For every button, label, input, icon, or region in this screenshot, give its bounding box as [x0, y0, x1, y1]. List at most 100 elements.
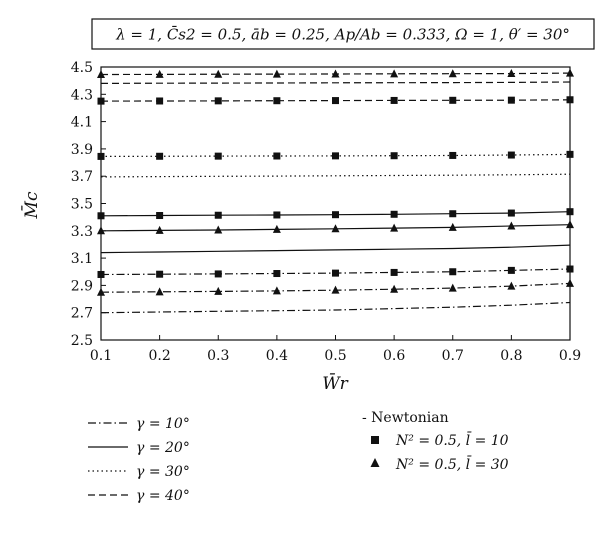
- legend-l30-label: N² = 0.5, l̄ = 30: [395, 455, 509, 473]
- chart-title-group: λ = 1, C̄s2 = 0.5, āb = 0.25, Ap/Ab = 0.…: [91, 18, 595, 50]
- data-point-triangle: [214, 286, 223, 295]
- y-axis-ticks: 2.5 2.7 2.9 3.1 3.3 3.5 3.7 3.9 4.1 4.3 4.5: [71, 60, 106, 349]
- data-point-square: [507, 96, 515, 104]
- data-point-triangle: [331, 285, 340, 294]
- data-point-triangle: [448, 283, 457, 292]
- data-point-triangle: [272, 69, 281, 78]
- data-point-square: [273, 97, 281, 105]
- data-point-square: [97, 97, 105, 105]
- data-point-square: [566, 208, 574, 216]
- plot-frame: [100, 66, 571, 341]
- data-point-square: [449, 151, 457, 159]
- chart-title-box: [91, 18, 595, 50]
- data-point-triangle: [97, 287, 105, 296]
- legend-line-label: γ = 40°: [136, 488, 190, 504]
- x-tick-label: 0.3: [207, 348, 229, 364]
- x-tick-label: 0.4: [266, 348, 288, 364]
- data-point-square: [214, 97, 222, 105]
- data-point-triangle: [97, 226, 105, 235]
- data-point-square: [156, 270, 164, 278]
- x-tick-label: 0.7: [442, 348, 464, 364]
- x-tick-label: 0.8: [500, 348, 522, 364]
- legend-line-label: γ = 30°: [136, 464, 190, 480]
- data-point-square: [97, 212, 105, 220]
- data-point-square: [273, 270, 281, 278]
- data-point-square: [332, 97, 339, 105]
- legend-line-label: γ = 10°: [136, 416, 190, 432]
- y-tick-label: 2.5: [71, 333, 93, 349]
- x-tick-label: 0.9: [559, 348, 581, 364]
- data-point-triangle: [272, 286, 281, 295]
- y-tick-label: 3.7: [71, 169, 93, 185]
- data-point-square: [566, 265, 574, 273]
- data-point-square: [156, 212, 164, 220]
- series-line-gamma40-newtonian: [100, 81, 571, 84]
- legend-newtonian: - Newtonian: [362, 410, 449, 426]
- data-point-square: [507, 151, 515, 159]
- data-point-square: [507, 209, 515, 217]
- legend-line-styles: γ = 10° γ = 20° γ = 30° γ = 40°: [88, 416, 190, 504]
- legend-markers: - Newtonian N² = 0.5, l̄ = 10 N² = 0.5, …: [362, 410, 509, 473]
- x-tick-label: 0.1: [90, 348, 112, 364]
- data-point-triangle: [390, 223, 399, 232]
- data-point-square: [156, 97, 164, 105]
- y-tick-label: 3.3: [71, 224, 93, 240]
- data-point-square: [97, 270, 105, 278]
- data-point-triangle: [507, 69, 516, 78]
- y-tick-label: 3.1: [71, 251, 93, 267]
- data-point-triangle: [448, 69, 457, 78]
- series-layer: [97, 68, 574, 314]
- data-point-square: [332, 211, 339, 219]
- data-point-triangle: [214, 225, 223, 234]
- y-axis-label: M̄c: [20, 191, 42, 219]
- data-point-square: [390, 96, 398, 104]
- data-point-triangle: [331, 224, 340, 233]
- data-point-triangle: [155, 287, 164, 296]
- y-tick-label: 4.3: [71, 87, 93, 103]
- y-tick-label: 4.1: [71, 115, 93, 131]
- y-tick-label: 3.9: [71, 142, 93, 158]
- data-point-square: [332, 269, 339, 277]
- y-tick-label: 4.5: [71, 60, 93, 76]
- data-point-triangle: [507, 221, 516, 230]
- data-point-square: [214, 152, 222, 160]
- data-point-square: [566, 96, 574, 104]
- x-tick-label: 0.2: [148, 348, 170, 364]
- x-axis-ticks: 0.1 0.2 0.3 0.4 0.5 0.6 0.7 0.8 0.9: [90, 335, 581, 364]
- x-tick-label: 0.6: [383, 348, 405, 364]
- data-point-triangle: [448, 222, 457, 231]
- data-point-square: [507, 266, 515, 274]
- data-point-triangle: [272, 224, 281, 233]
- data-point-square: [390, 268, 398, 276]
- data-point-square: [566, 150, 574, 158]
- data-point-square: [449, 268, 457, 276]
- data-point-triangle: [566, 220, 574, 229]
- data-point-triangle: [390, 69, 399, 78]
- legend-square-marker: [371, 436, 379, 444]
- data-point-triangle: [390, 284, 399, 293]
- data-point-triangle: [155, 225, 164, 234]
- x-axis-label: W̄r: [322, 372, 348, 394]
- data-point-square: [97, 152, 105, 160]
- data-point-square: [449, 96, 457, 104]
- data-point-square: [156, 152, 164, 160]
- data-point-triangle: [566, 278, 574, 287]
- data-point-triangle: [97, 70, 105, 79]
- data-point-triangle: [155, 69, 164, 78]
- data-point-triangle: [214, 69, 223, 78]
- series-line-gamma20-newtonian: [100, 244, 571, 254]
- data-point-square: [214, 211, 222, 219]
- y-tick-label: 2.9: [71, 278, 93, 294]
- data-point-square: [273, 152, 281, 160]
- data-point-square: [214, 270, 222, 278]
- legend-line-label: γ = 20°: [136, 440, 190, 456]
- chart-title: λ = 1, C̄s2 = 0.5, āb = 0.25, Ap/Ab = 0.…: [115, 26, 570, 44]
- data-point-square: [390, 152, 398, 160]
- legend-l10-label: N² = 0.5, l̄ = 10: [395, 431, 509, 449]
- series-line-gamma10-newtonian: [100, 301, 571, 314]
- legend-triangle-marker: [370, 458, 380, 467]
- data-point-square: [449, 210, 457, 218]
- data-point-square: [390, 210, 398, 218]
- data-point-triangle: [566, 68, 574, 77]
